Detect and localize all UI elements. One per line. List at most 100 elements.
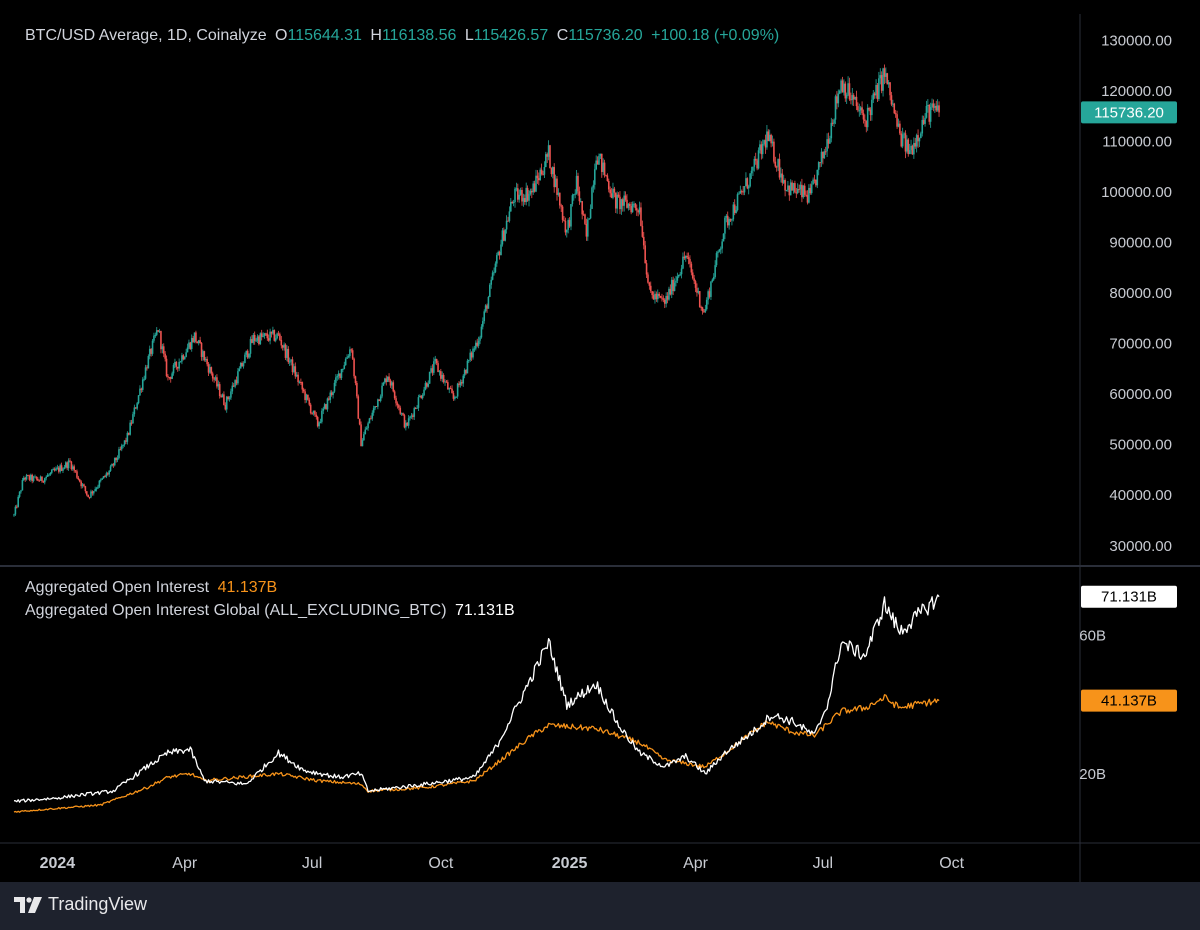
price-candle [565, 229, 568, 238]
price-candle [48, 473, 50, 477]
oi-global-series-name[interactable]: Aggregated Open Interest Global (ALL_EXC… [25, 602, 447, 619]
price-candle [41, 476, 43, 483]
price-candle [696, 283, 698, 297]
price-candle [805, 190, 807, 197]
price-candle [297, 371, 299, 386]
price-candle [847, 76, 849, 97]
price-candle [656, 289, 659, 303]
oi-legend-row-1[interactable]: Aggregated Open Interest 41.137B [25, 579, 277, 597]
price-candle [920, 131, 922, 139]
price-candle [654, 290, 656, 304]
price-candle [806, 190, 809, 205]
price-candle [294, 362, 297, 379]
x-tick-label: 2024 [40, 855, 76, 872]
price-candle [354, 375, 357, 386]
price-candle [892, 99, 894, 108]
price-candle [649, 281, 652, 293]
price-candle [420, 395, 423, 399]
price-candle [666, 292, 669, 304]
price-legend[interactable]: BTC/USD Average, 1D, Coinalyze O115644.3… [25, 27, 779, 45]
price-candle [572, 193, 575, 201]
price-candles [13, 64, 940, 517]
price-candle [883, 64, 886, 85]
price-candle [386, 376, 389, 383]
price-candle [15, 504, 18, 509]
price-candle [225, 395, 228, 413]
price-candle [188, 339, 190, 350]
price-candle [318, 421, 320, 429]
price-candle [670, 277, 673, 299]
price-candle [774, 156, 777, 168]
price-candle [510, 197, 512, 212]
price-candle [816, 169, 819, 189]
price-candle [484, 304, 487, 313]
price-candle [106, 472, 109, 476]
price-candle [260, 329, 263, 341]
price-candle [473, 345, 476, 352]
price-candle [936, 99, 939, 112]
oi-y-tick-label: 60B [1079, 627, 1106, 644]
price-candle [661, 293, 663, 302]
price-candle [129, 420, 131, 436]
price-candle [53, 467, 56, 472]
price-candle [220, 394, 222, 398]
price-candle [626, 194, 628, 209]
price-candle [789, 179, 792, 196]
price-candle [178, 358, 180, 372]
price-candle [456, 382, 459, 399]
price-candle [224, 402, 227, 411]
y-axis-price[interactable]: 130000.00 120000.00 110000.00 100000.00 9000… [1101, 32, 1172, 554]
price-candle [452, 390, 455, 401]
price-candle [914, 137, 917, 149]
price-candle [120, 443, 123, 452]
y-tick-label: 80000.00 [1109, 285, 1172, 302]
price-candle [461, 379, 463, 387]
price-candle [377, 398, 379, 410]
price-candle [454, 395, 456, 401]
price-candle [419, 394, 421, 398]
price-candle [371, 410, 374, 421]
oi-lines [13, 594, 940, 813]
price-candle [698, 291, 701, 308]
price-candle [830, 117, 833, 143]
price-candle [540, 163, 543, 176]
oi-series-value: 41.137B [217, 579, 278, 596]
price-candle [273, 329, 276, 342]
price-candle [161, 343, 164, 354]
price-candle [693, 274, 695, 285]
price-candle [932, 99, 935, 112]
price-candle [42, 480, 45, 484]
price-candle [280, 335, 283, 349]
price-candle [792, 182, 795, 194]
oi-series-name[interactable]: Aggregated Open Interest [25, 579, 210, 596]
symbol-title[interactable]: BTC/USD Average, 1D, Coinalyze [25, 27, 267, 44]
price-candle [876, 82, 879, 102]
price-candle [679, 272, 681, 277]
price-candle [256, 334, 259, 344]
price-candle [677, 274, 680, 279]
price-candle [227, 395, 229, 401]
price-candle [518, 189, 521, 203]
price-candle [574, 189, 576, 199]
price-candle [596, 156, 599, 165]
y-tick-label: 90000.00 [1109, 235, 1172, 252]
price-candle [322, 406, 325, 415]
price-candle [350, 348, 353, 353]
price-candle [71, 464, 74, 471]
price-candle [384, 377, 386, 384]
x-axis[interactable]: 2024 Apr Jul Oct 2025 Apr Jul Oct [40, 855, 965, 872]
price-candle [901, 127, 904, 149]
price-candle [524, 194, 526, 205]
price-candle [571, 193, 574, 207]
price-candle [38, 479, 40, 482]
price-candle [259, 332, 262, 345]
price-candle [903, 131, 905, 139]
price-candle [104, 474, 106, 478]
oi-legend-row-2[interactable]: Aggregated Open Interest Global (ALL_EXC… [25, 602, 515, 620]
y-axis-oi[interactable]: 60B 20B [1079, 627, 1106, 783]
price-candle [592, 180, 595, 193]
price-candle [328, 396, 330, 401]
tradingview-logo[interactable]: TradingView [14, 894, 147, 915]
price-candle [241, 361, 243, 367]
